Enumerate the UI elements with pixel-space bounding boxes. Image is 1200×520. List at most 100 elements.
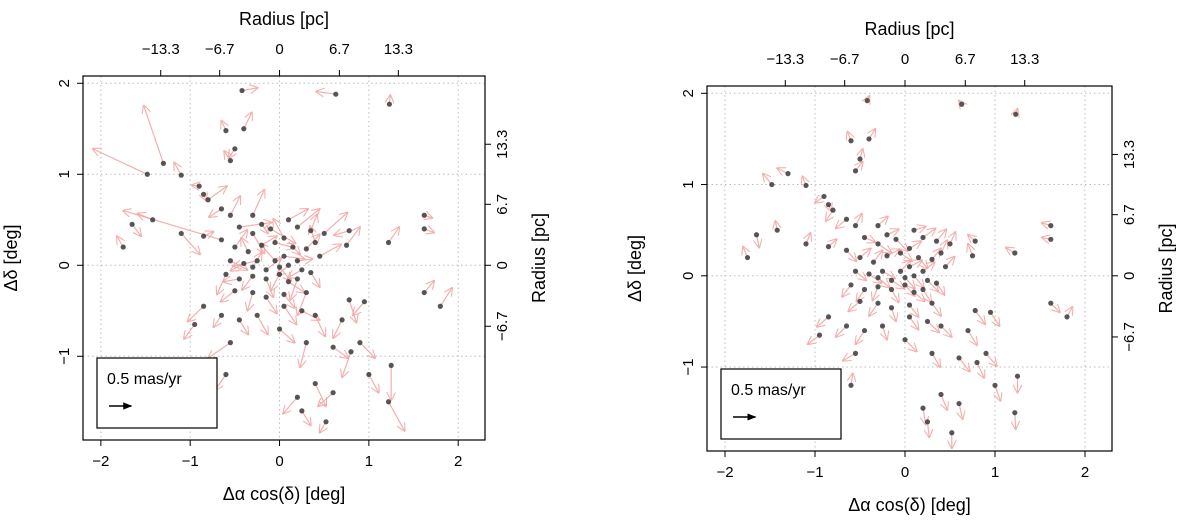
star-point [250,230,256,237]
proper-motion-vector [93,149,148,175]
star-point [312,239,318,246]
star-point [861,234,868,241]
star-point [875,300,881,306]
star-point [330,390,336,396]
star-point [268,226,274,232]
proper-motion-vector [265,296,277,313]
x-tick-label: −2 [92,453,109,470]
star-point [276,271,283,277]
star-point [1014,373,1021,379]
star-point [294,276,300,282]
star-point [120,244,126,250]
star-point [308,269,314,276]
star-point [1048,223,1054,229]
star-point [421,289,427,296]
star-point [232,244,238,250]
proper-motion-vector [909,316,919,330]
right-tick-label: 6.7 [1121,204,1138,225]
panel-right: −2 −1 0 1 2 −1 0 1 2 −13.3 −6.7 0 6.7 13.3 −6.7 0 6.7 13.… [625,19,1176,515]
panel-left: −2 −1 0 1 2 −1 0 1 2 −13.3 −6.7 0 6.7 13.3 −6.7 0 6.7 13.… [1,9,549,504]
right-tick-label: −6.7 [494,311,511,341]
proper-motion-vector [221,290,236,302]
top-tick-label: −13.3 [766,51,804,68]
star-point [281,253,287,259]
star-point [241,126,247,132]
star-point [227,258,233,264]
star-point [348,349,354,355]
star-point [285,262,292,268]
star-point [888,305,895,311]
proper-motion-vector [188,305,205,321]
proper-motion-vector [223,279,240,282]
star-point [272,239,278,246]
star-point [920,405,926,411]
star-point [250,212,256,218]
star-point [276,326,283,332]
star-point [861,286,868,293]
star-point [949,430,955,436]
star-point [218,312,225,318]
proper-motion-vector [283,294,295,308]
star-point [938,323,944,329]
star-point [938,391,944,398]
star-point [201,191,207,197]
star-point [263,294,269,300]
y-tick-label: 1 [680,180,697,188]
right-tick-label: 6.7 [494,194,511,215]
star-point [361,299,367,305]
proper-motion-vector [271,274,281,290]
star-point [366,371,372,378]
star-point [875,223,881,229]
proper-motion-vector [928,421,930,438]
star-point [929,300,935,306]
star-point [888,286,895,293]
star-point [875,275,881,281]
star-point [236,317,242,323]
y-tick-label: −1 [56,348,73,365]
x-tick-label: −1 [806,464,823,481]
top-tick-label: −6.7 [830,51,860,68]
star-point [972,238,978,244]
proper-motion-vector [353,301,365,316]
star-point [317,253,323,259]
star-point [303,289,309,296]
star-point [160,160,166,166]
star-point [303,340,309,346]
star-point [911,289,917,295]
proper-motion-vector [265,258,281,271]
proper-motion-vector [334,231,350,236]
star-point [357,340,363,346]
proper-motion-vector [288,209,308,221]
right-tick-label: 13.3 [494,130,511,159]
star-point [956,355,962,361]
star-point [223,371,229,378]
star-point [987,309,994,315]
proper-motion-vector [869,302,879,316]
star-point [259,242,265,248]
star-point [902,275,908,281]
top-tick-label: −6.7 [205,41,235,58]
star-point [857,156,863,162]
star-point [852,350,859,356]
star-point [915,254,922,261]
star-point [848,282,854,288]
star-point [232,146,238,152]
star-point [861,327,868,334]
x-tick-label: 0 [901,464,909,481]
star-point [959,101,965,107]
x-tick-label: 2 [454,453,462,470]
proper-motion-vector [238,319,248,335]
star-point [974,359,980,366]
proper-motion-vector [931,353,940,367]
star-point [929,350,935,356]
star-point [232,288,238,294]
star-point [893,236,899,242]
proper-motion-vector [229,196,240,216]
proper-motion-vector [904,339,917,352]
proper-motion-vector [310,272,320,288]
proper-motion-vector [273,219,285,239]
star-point [911,273,917,279]
top-tick-label: 13.3 [384,41,413,58]
star-point [852,168,859,174]
star-point [920,234,926,241]
